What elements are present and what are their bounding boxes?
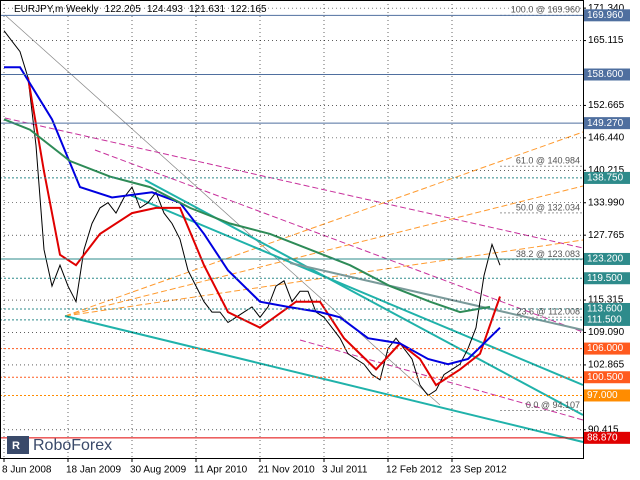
level-label: 106.000 <box>587 343 624 354</box>
header-symbol: EURJPY,m Weekly <box>14 4 99 15</box>
fib-label: 23.6 @ 112.008 <box>516 307 580 317</box>
x-tick-label: 18 Jan 2009 <box>66 465 121 476</box>
level-tag <box>584 371 630 384</box>
chart-header: EURJPY,m Weekly 122.205 124.493 121.631 122.… <box>14 4 267 15</box>
level-tag <box>584 117 630 130</box>
header-price: 124.493 <box>147 4 184 15</box>
level-tag <box>584 302 630 315</box>
level-label: 138.750 <box>587 173 624 184</box>
fib-label: 0.0 @ 94.107 <box>526 400 580 410</box>
fib-label: 50.0 @ 132.034 <box>516 202 580 212</box>
level-tag <box>584 68 630 81</box>
y-tick-label: 165.115 <box>588 35 624 46</box>
y-tick-label: 140.215 <box>588 165 625 176</box>
x-tick-label: 30 Aug 2009 <box>130 465 187 476</box>
level-tag <box>584 9 630 22</box>
level-tag <box>584 389 630 402</box>
level-tag <box>584 313 630 326</box>
level-tag <box>584 272 630 285</box>
x-tick-label: 12 Feb 2012 <box>386 465 443 476</box>
y-tick-label: 127.765 <box>588 230 625 241</box>
y-tick-label: 146.440 <box>588 133 625 144</box>
price-line <box>3 30 501 397</box>
level-label: 119.500 <box>587 273 623 284</box>
level-tag <box>584 252 630 265</box>
level-label: 169.960 <box>587 10 624 21</box>
header-price: 121.631 <box>189 4 226 15</box>
price-line <box>4 66 501 366</box>
x-tick-label: 3 Jul 2011 <box>322 465 368 476</box>
y-tick-label: 102.865 <box>588 360 625 371</box>
brand-logo: R RoboForex <box>7 436 112 454</box>
level-label: 149.270 <box>587 118 624 129</box>
price-line <box>3 118 491 314</box>
fib-label: 61.0 @ 140.984 <box>516 156 580 166</box>
brand-name: RoboForex <box>33 437 112 454</box>
level-label: 100.500 <box>587 372 624 383</box>
level-label: 97.000 <box>587 390 618 401</box>
fib-label: 38.2 @ 123.083 <box>516 249 580 259</box>
level-label: 113.600 <box>587 304 623 315</box>
level-label: 123.200 <box>587 254 624 265</box>
level-label: 88.870 <box>587 432 618 443</box>
x-tick-label: 11 Apr 2010 <box>194 465 248 476</box>
svg-text:R: R <box>12 440 20 452</box>
y-tick-label: 152.665 <box>588 100 625 111</box>
y-tick-label: 90.415 <box>588 424 619 435</box>
header-price: 122.165 <box>230 4 267 15</box>
x-tick-label: 8 Jun 2008 <box>2 465 52 476</box>
y-tick-label: 115.315 <box>588 295 624 306</box>
level-tag <box>584 171 630 184</box>
price-line <box>27 77 501 387</box>
plot-frame <box>0 0 584 459</box>
level-tag <box>584 342 630 355</box>
fib-label: 100.0 @ 169.960 <box>511 5 580 15</box>
y-tick-label: 171.340 <box>588 3 625 14</box>
y-tick-label: 133.990 <box>588 197 625 208</box>
level-tag <box>584 431 630 444</box>
header-price: 122.205 <box>105 4 142 15</box>
x-tick-label: 21 Nov 2010 <box>258 465 315 476</box>
x-tick-label: 23 Sep 2012 <box>450 465 507 476</box>
y-tick-label: 109.090 <box>588 327 625 338</box>
level-label: 158.600 <box>587 69 624 80</box>
level-label: 111.500 <box>587 315 622 326</box>
